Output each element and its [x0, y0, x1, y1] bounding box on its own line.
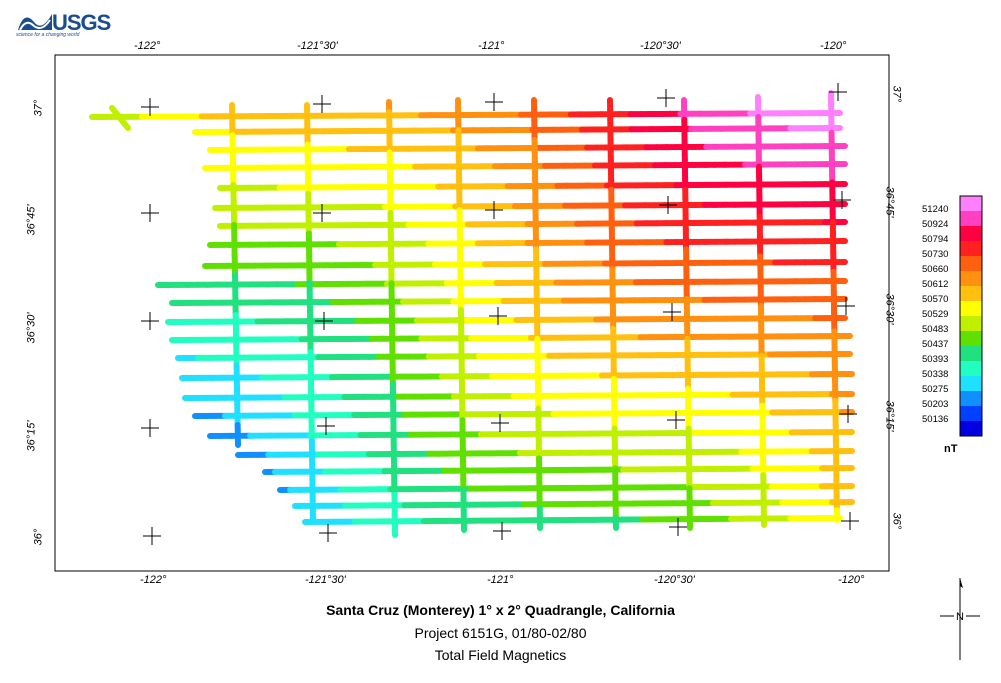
legend-swatch	[960, 211, 982, 226]
graticule-cross	[667, 411, 685, 429]
legend-value: 50483	[922, 324, 949, 335]
graticule-cross	[141, 312, 159, 330]
graticule-cross	[489, 307, 507, 325]
color-legend-bar	[959, 195, 983, 437]
legend-swatch	[960, 421, 982, 436]
top-lon-label: -120°30'	[640, 40, 681, 52]
graticule-cross	[143, 527, 161, 545]
usgs-wave-icon	[18, 14, 52, 31]
legend-swatch	[960, 331, 982, 346]
legend-frame	[959, 195, 983, 437]
graticule-crosses	[141, 83, 859, 545]
graticule-cross	[829, 83, 847, 101]
legend-value: 50437	[922, 339, 949, 350]
legend-value: 50393	[922, 354, 949, 365]
graticule-cross	[659, 196, 677, 214]
legend-value: 50570	[922, 294, 949, 305]
flight-lines	[89, 90, 855, 538]
bottom-lon-label: -121°	[487, 574, 514, 586]
left-lat-label: 36°45'	[25, 204, 38, 236]
left-lat-label: 36°30'	[25, 312, 38, 344]
legend-swatch	[960, 256, 982, 271]
top-lon-label: -122°	[134, 40, 161, 52]
left-lat-label: 36°15'	[25, 420, 38, 452]
graticule-cross	[663, 303, 681, 321]
graticule-cross	[833, 191, 851, 209]
graticule-cross	[317, 417, 335, 435]
legend-swatch	[960, 226, 982, 241]
graticule-cross	[485, 93, 503, 111]
legend-swatch	[960, 376, 982, 391]
graticule-cross	[657, 89, 675, 107]
graticule-cross	[313, 204, 331, 222]
graticule-cross	[319, 524, 337, 542]
bottom-lon-label: -122°	[140, 574, 167, 586]
map-title: Santa Cruz (Monterey) 1° x 2° Quadrangle…	[326, 602, 675, 618]
graticule-cross	[493, 522, 511, 540]
bottom-lon-label: -120°	[838, 574, 865, 586]
graticule-cross	[841, 512, 859, 530]
left-lat-label: 36°	[32, 528, 45, 546]
legend-swatch	[960, 406, 982, 421]
graticule-cross	[837, 297, 855, 315]
logo-text: USGS	[52, 10, 111, 35]
legend-value: 50338	[922, 369, 949, 380]
legend-unit: nT	[944, 443, 958, 455]
legend-swatch	[960, 241, 982, 256]
right-lat-label: 37°	[890, 85, 903, 103]
legend-value: 50136	[922, 414, 949, 425]
project-subtitle: Project 6151G, 01/80-02/80	[414, 625, 587, 641]
graticule-cross	[313, 95, 331, 113]
graticule-cross	[141, 419, 159, 437]
right-lat-label: 36°45'	[883, 186, 896, 218]
right-lat-label: 36°30'	[883, 293, 896, 325]
graticule-cross	[141, 204, 159, 222]
graticule-cross	[485, 201, 503, 219]
legend-value: 50730	[922, 249, 949, 260]
bottom-lon-label: -120°30'	[654, 574, 695, 586]
legend-swatch	[960, 391, 982, 406]
legend-value: 50794	[922, 234, 949, 245]
north-arrow-icon: N	[940, 578, 980, 660]
legend-swatch	[960, 196, 982, 211]
legend-swatch	[960, 361, 982, 376]
legend-value: 50660	[922, 264, 949, 275]
right-lat-label: 36°15'	[883, 400, 896, 432]
legend-value: 50924	[922, 219, 949, 230]
left-lat-label: 37°	[32, 99, 45, 117]
legend-value: 50275	[922, 384, 949, 395]
bottom-lon-label: -121°30'	[305, 574, 346, 586]
right-lat-label: 36°	[890, 512, 903, 530]
top-lon-label: -121°30'	[297, 40, 338, 52]
usgs-logo: USGS science for a changing world	[16, 6, 111, 38]
legend-swatch	[960, 301, 982, 316]
north-label: N	[956, 611, 964, 623]
graticule-cross	[491, 414, 509, 432]
logo-tagline: science for a changing world	[16, 32, 80, 38]
legend-value: 50203	[922, 399, 949, 410]
track-segment	[119, 118, 131, 131]
legend-swatch	[960, 346, 982, 361]
dataset-subtitle: Total Field Magnetics	[434, 647, 567, 663]
top-lon-label: -120°	[820, 40, 847, 52]
graticule-cross	[839, 405, 857, 423]
graticule-cross	[141, 98, 159, 116]
top-lon-label: -121°	[478, 40, 505, 52]
graticule-cross	[315, 312, 333, 330]
legend-value: 50529	[922, 309, 949, 320]
legend-swatch	[960, 316, 982, 331]
graticule-cross	[669, 518, 687, 536]
legend-swatch	[960, 271, 982, 286]
legend-swatch	[960, 286, 982, 301]
legend-value: 50612	[922, 279, 949, 290]
legend-value: 51240	[922, 204, 949, 215]
